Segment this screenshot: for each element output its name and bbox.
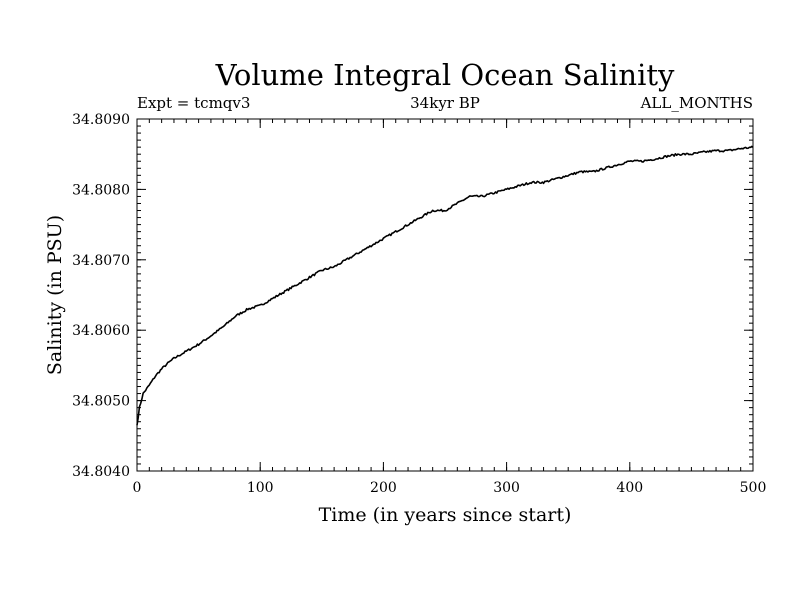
x-tick-label: 300 xyxy=(493,480,520,496)
chart-title: Volume Integral Ocean Salinity xyxy=(215,58,675,92)
y-axis-tick-labels: 34.8040 34.8050 34.8060 34.8070 34.8080 34.80… xyxy=(72,112,130,480)
x-tick-label: 200 xyxy=(370,480,397,496)
y-tick-label: 34.8090 xyxy=(72,112,130,128)
x-tick-label: 100 xyxy=(247,480,274,496)
y-tick-label: 34.8080 xyxy=(72,182,130,198)
x-axis-ticks xyxy=(136,119,754,471)
y-tick-label: 34.8070 xyxy=(72,253,130,269)
x-axis-tick-labels: 0 100 200 300 400 500 xyxy=(133,480,767,496)
x-tick-label: 400 xyxy=(616,480,643,496)
x-tick-label: 0 xyxy=(133,480,142,496)
y-axis-label: Salinity (in PSU) xyxy=(44,215,66,375)
x-minor-ticks xyxy=(136,119,754,471)
y-tick-label: 34.8050 xyxy=(72,394,130,410)
x-axis-label: Time (in years since start) xyxy=(319,504,572,526)
months-label: ALL_MONTHS xyxy=(640,94,753,112)
y-axis-ticks xyxy=(137,118,753,472)
salinity-series-line xyxy=(136,145,754,426)
period-label: 34kyr BP xyxy=(410,94,480,112)
y-tick-label: 34.8040 xyxy=(72,464,130,480)
y-tick-label: 34.8060 xyxy=(72,323,130,339)
y-minor-ticks xyxy=(137,118,753,472)
experiment-label: Expt = tcmqv3 xyxy=(137,94,250,112)
x-tick-label: 500 xyxy=(740,480,767,496)
